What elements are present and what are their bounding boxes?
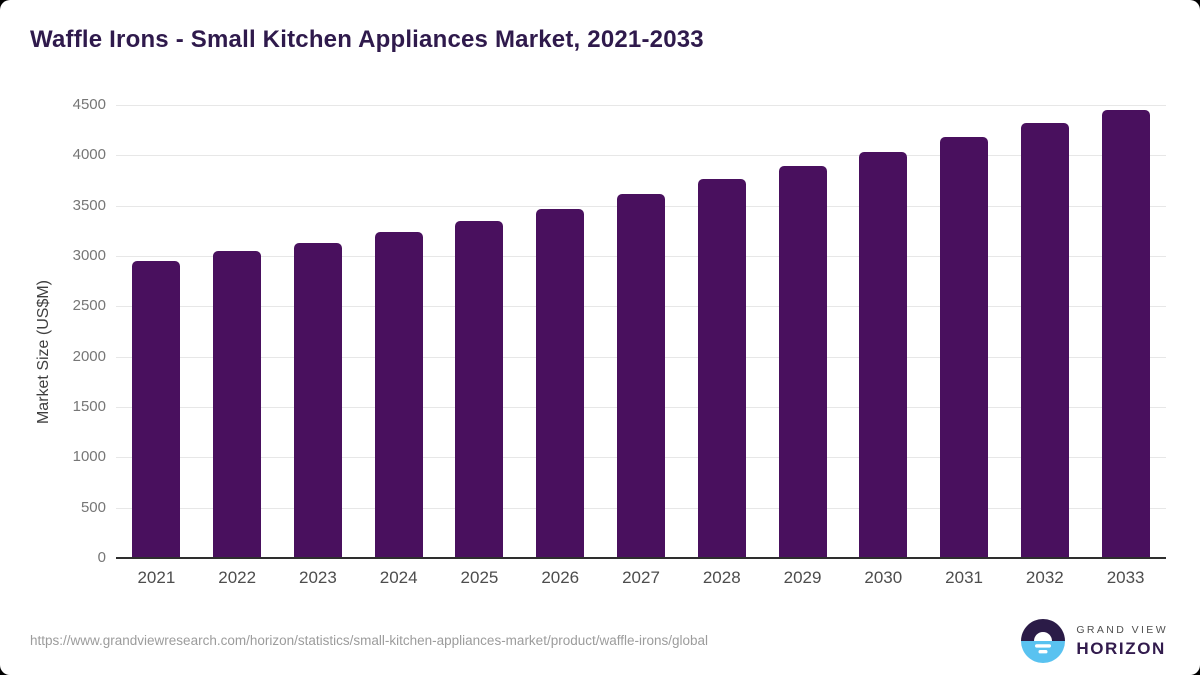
x-tick-2028: 2028 <box>702 568 741 587</box>
bar-2027 <box>617 193 665 558</box>
brand-name-grand-view: GRAND VIEW <box>1076 623 1168 636</box>
brand-logo: GRAND VIEW HORIZON <box>1021 619 1168 663</box>
plot-area: 0 500 1000 1500 2000 2500 3000 3500 4000 4500 2021… <box>73 97 1166 587</box>
x-tick-2027: 2027 <box>622 568 660 587</box>
y-tick-1500: 1500 <box>72 398 106 415</box>
y-tick-1000: 1000 <box>72 448 106 466</box>
bar-2031 <box>940 137 989 558</box>
y-tick-2500: 2500 <box>72 297 106 315</box>
gridline-4000 <box>116 155 1166 157</box>
y-tick-3500: 3500 <box>72 196 106 214</box>
chart-title: Waffle Irons - Small Kitchen Appliances … <box>30 26 704 53</box>
bar-2029 <box>778 166 827 558</box>
bar-2025 <box>455 220 504 558</box>
source-url: https://www.grandviewresearch.com/horizo… <box>30 633 709 648</box>
y-tick-2000: 2000 <box>72 347 106 365</box>
y-tick-3000: 3000 <box>72 247 106 264</box>
grand-view-horizon-logo-icon <box>1021 619 1066 663</box>
x-tick-2030: 2030 <box>864 568 903 587</box>
x-tick-2032: 2032 <box>1025 568 1064 587</box>
x-tick-2023: 2023 <box>299 568 337 587</box>
x-tick-2024: 2024 <box>379 568 418 587</box>
x-tick-2033: 2033 <box>1106 568 1145 587</box>
x-tick-2029: 2029 <box>783 568 822 587</box>
bar-2026 <box>536 208 585 558</box>
x-tick-2031: 2031 <box>945 568 983 587</box>
x-tick-2021: 2021 <box>137 568 176 587</box>
bar-2021 <box>132 261 181 558</box>
brand-name-horizon: HORIZON <box>1076 638 1166 658</box>
bar-2022 <box>213 250 262 558</box>
y-tick-500: 500 <box>80 498 106 516</box>
y-tick-4000: 4000 <box>72 146 106 164</box>
bar-2032 <box>1020 123 1069 558</box>
bar-2024 <box>374 231 423 558</box>
y-tick-0: 0 <box>97 549 106 566</box>
x-tick-2025: 2025 <box>460 568 499 587</box>
gridline-4500 <box>116 105 1166 106</box>
bar-2030 <box>859 152 908 558</box>
x-axis-line <box>116 557 1166 559</box>
brand-text: GRAND VIEW HORIZON <box>1076 624 1168 659</box>
x-tick-2022: 2022 <box>218 568 257 587</box>
bar-2028 <box>697 178 746 558</box>
bar-2023 <box>293 242 342 558</box>
bar-2033 <box>1101 110 1150 558</box>
x-tick-2026: 2026 <box>541 568 580 587</box>
y-tick-4500: 4500 <box>72 96 106 113</box>
